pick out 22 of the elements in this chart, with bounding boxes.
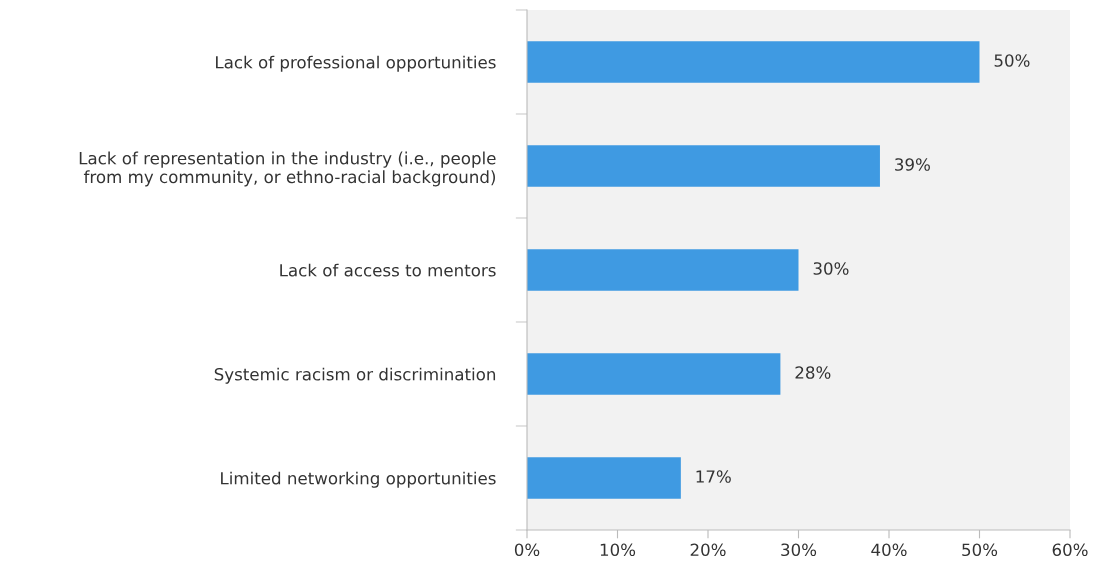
bar (527, 41, 980, 83)
data-label: 30% (813, 262, 849, 275)
x-tick-label: 50% (962, 543, 998, 557)
bar (527, 353, 781, 395)
bar (527, 457, 681, 499)
x-tick-label: 60% (1052, 543, 1088, 557)
data-label: 28% (795, 366, 831, 379)
x-tick-label: 40% (871, 543, 907, 557)
y-tick-label: Lack of access to mentors (280, 263, 496, 277)
data-label: 17% (696, 470, 731, 483)
x-tick-label: 0% (514, 543, 540, 557)
x-tick-label: 10% (600, 543, 636, 557)
y-tick-label: Lack of professional opportunities (216, 55, 496, 72)
y-tick-label: Lack of representation in the industry (i.e., people from my community, or ethno-racial background) (79, 151, 496, 187)
x-tick-label: 30% (781, 543, 817, 557)
data-label: 50% (994, 54, 1030, 67)
bar (527, 249, 799, 291)
y-tick-label: Limited networking opportunities (221, 471, 496, 488)
bar (527, 145, 880, 187)
y-tick-label: Systemic racism or discrimination (214, 367, 496, 384)
x-tick-label: 20% (690, 543, 726, 557)
data-label: 39% (895, 158, 930, 171)
